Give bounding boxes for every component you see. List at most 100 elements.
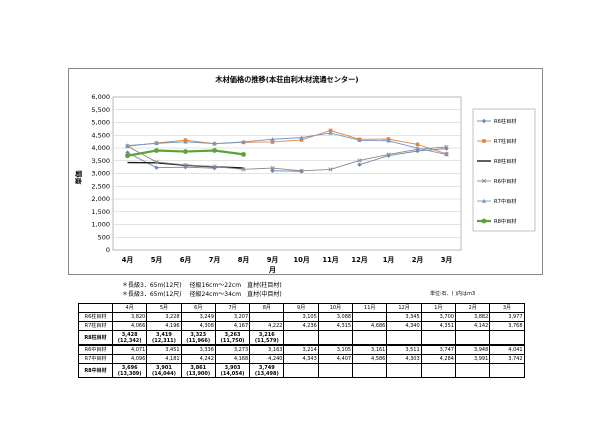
table-row: R6中目材 4,071 3,451 3,336 3,273 3,163 3,214 3,105… xyxy=(78,344,525,355)
legend-label: R6中目材 xyxy=(494,177,516,185)
table-cell: 3,742 xyxy=(489,354,525,364)
cell-price: 3,903 xyxy=(224,364,241,371)
table-month-header: 8月 xyxy=(249,303,285,313)
cell-price-m3: (12,311) xyxy=(152,337,176,344)
data-point xyxy=(125,143,130,148)
table-cell: 3,700 xyxy=(420,312,456,322)
unit-note: 単位:石、( )内はm3 xyxy=(430,291,476,297)
cell-price: 3,419 xyxy=(156,331,172,338)
series-4 xyxy=(125,130,449,157)
table-cell: 3,977 xyxy=(489,312,525,322)
table-cell: 3,428 (12,342) xyxy=(111,330,148,346)
cell-price: 3,263 xyxy=(224,331,241,338)
legend-entry-4: R7中目材 xyxy=(477,197,516,205)
x-tick-label: 7月 xyxy=(209,256,221,264)
series-line xyxy=(127,130,447,155)
table-row-label: R6中目材 xyxy=(78,344,113,355)
table-cell: 4,181 xyxy=(146,354,182,364)
table-cell: 3,747 xyxy=(420,344,456,355)
table-cell: 3,207 xyxy=(214,312,251,322)
y-tick-label: 6,000 xyxy=(91,93,110,101)
data-point xyxy=(299,168,304,173)
data-point xyxy=(481,178,487,184)
table-cell: 3,511 xyxy=(386,344,422,355)
table-cell: 3,345 xyxy=(386,312,422,322)
table-row: R6柱目材 3,820 3,228 3,249 3,207 3,105 3,088 3,345… xyxy=(78,312,525,322)
cell-price-m3: (14,054) xyxy=(220,370,245,377)
table-row-label: R7柱目材 xyxy=(78,321,113,331)
series-line xyxy=(359,148,447,166)
table-cell: 3,882 xyxy=(454,312,491,322)
series-line xyxy=(127,132,447,156)
legend-entry-1: R7柱目材 xyxy=(477,137,516,145)
cell-price-m3: (14,044) xyxy=(152,370,176,377)
x-tick-label: 8月 xyxy=(238,256,250,264)
data-point xyxy=(270,165,275,171)
y-tick-label: 3,500 xyxy=(91,157,110,165)
table-row: R8柱目材 3,428 (12,342) 3,419 (12,311) 3,323 (11,… xyxy=(78,330,525,346)
cell-price: 3,696 xyxy=(121,364,138,371)
legend-label: R8柱目材 xyxy=(494,157,516,165)
series-line xyxy=(127,145,447,172)
table-cell xyxy=(317,330,354,346)
y-tick-label: 1,500 xyxy=(91,208,110,216)
table-cell: 4,142 xyxy=(454,321,491,331)
table-cell xyxy=(454,363,491,378)
legend-entry-5: R8中目材 xyxy=(477,217,516,225)
table-cell: 4,041 xyxy=(489,344,525,355)
table-month-header: 3月 xyxy=(489,303,525,313)
table-cell: 3,991 xyxy=(454,354,491,364)
data-point xyxy=(183,149,188,154)
table-cell xyxy=(317,363,354,378)
x-tick-label: 11月 xyxy=(322,256,338,264)
data-point xyxy=(357,158,362,163)
table-cell: 4,066 xyxy=(111,321,148,331)
table-cell xyxy=(420,363,456,378)
y-axis-label: 単価 xyxy=(74,171,83,185)
table-row-label: R7中目材 xyxy=(78,354,113,364)
table-cell xyxy=(489,363,525,378)
x-tick-label: 9月 xyxy=(267,256,279,264)
table-cell: 3,228 xyxy=(146,312,182,322)
table-cell xyxy=(386,330,422,346)
price-table: 4月 5月 6月 7月 8月 9月 10月 11月 12月 1月 2月 3月 R6柱目材 3,820 3,2… xyxy=(78,303,525,378)
legend-entry-3: R6中目材 xyxy=(477,177,516,185)
table-cell: 4,236 xyxy=(283,321,319,331)
table-cell xyxy=(352,363,388,378)
x-tick-label: 3月 xyxy=(441,256,453,264)
x-tick-label: 4月 xyxy=(122,256,134,264)
table-row: R7柱目材 4,066 4,196 4,308 4,167 4,222 4,236 4,315… xyxy=(78,321,525,331)
table-cell: 3,336 xyxy=(180,344,216,355)
table-row-label: R8柱目材 xyxy=(78,330,113,346)
table-month-header: 4月 xyxy=(111,303,148,313)
x-tick-label: 5月 xyxy=(151,256,163,264)
data-point xyxy=(270,136,275,141)
data-point xyxy=(125,153,130,159)
table-cell: 4,351 xyxy=(420,321,456,331)
cell-price-m3: (13,498) xyxy=(254,370,279,377)
table-cell: 4,686 xyxy=(352,321,388,331)
data-point xyxy=(386,138,391,143)
cell-price: 3,749 xyxy=(258,364,275,371)
table-cell: 4,586 xyxy=(352,354,388,364)
legend-entry-0: R6柱目材 xyxy=(477,117,516,125)
table-cell: 3,105 xyxy=(317,344,354,355)
table-row-label: R8中目材 xyxy=(78,363,113,378)
cell-price: 3,861 xyxy=(190,364,207,371)
x-axis-label: 月 xyxy=(268,266,276,274)
table-cell xyxy=(249,312,285,322)
table-cell: 3,948 xyxy=(454,344,491,355)
table-cell: 3,749 (13,498) xyxy=(249,363,285,378)
table-cell: 3,214 xyxy=(283,344,319,355)
cell-price-m3: (11,579) xyxy=(254,337,279,344)
chart-frame: 木材価格の推移(本荘由利木材流通センター) 0 500 1,000 1,500 2,000… xyxy=(68,68,543,275)
table-month-header: 5月 xyxy=(146,303,182,313)
data-point xyxy=(415,142,420,147)
table-cell: 3,768 xyxy=(489,321,525,331)
table-cell xyxy=(352,330,388,346)
table-month-header: 7月 xyxy=(214,303,251,313)
table-cell: 4,196 xyxy=(146,321,182,331)
y-tick-label: 2,500 xyxy=(91,182,110,190)
table-cell: 4,284 xyxy=(420,354,456,364)
data-point xyxy=(415,148,420,154)
